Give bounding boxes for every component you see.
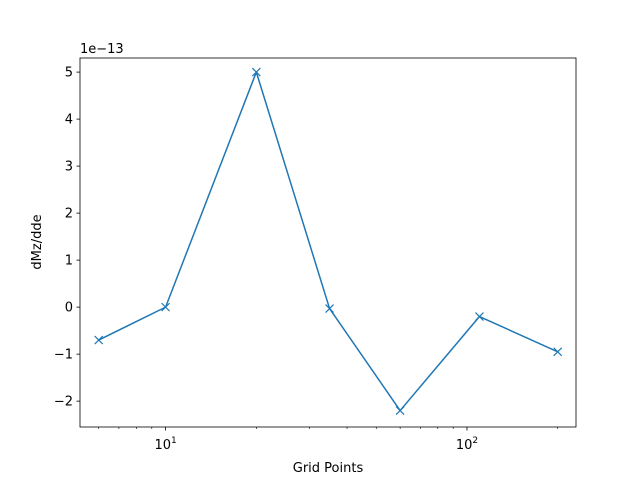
data-point-marker: [161, 302, 171, 312]
data-point-marker: [325, 304, 334, 313]
y-tick-label: −2: [54, 395, 73, 410]
data-point-marker: [475, 312, 484, 321]
marker-stroke: [395, 406, 405, 415]
data-point-marker: [553, 347, 563, 357]
marker-stroke: [475, 312, 484, 321]
data-point-marker: [395, 406, 405, 415]
y-tick-label: 3: [65, 160, 73, 175]
marker-stroke: [325, 304, 334, 313]
marker-stroke: [94, 335, 104, 345]
y-axis-label: dMz/dde: [30, 214, 45, 269]
y-tick-label: 1: [65, 254, 73, 269]
plot-marks: [94, 67, 563, 415]
y-tick-label: 2: [65, 207, 73, 222]
marker-stroke: [553, 347, 563, 357]
x-axis-label: Grid Points: [293, 461, 364, 476]
marker-stroke: [161, 302, 171, 312]
data-point-marker: [94, 335, 104, 345]
marker-stroke: [251, 67, 261, 77]
y-tick-label: 5: [65, 66, 73, 81]
offset-text: 1e−13: [80, 42, 124, 57]
data-point-marker: [251, 67, 261, 77]
y-tick-label: 0: [65, 301, 73, 316]
axes-frame: [79, 57, 577, 428]
y-tick-label: 4: [65, 113, 73, 128]
y-tick-label: −1: [54, 348, 73, 363]
